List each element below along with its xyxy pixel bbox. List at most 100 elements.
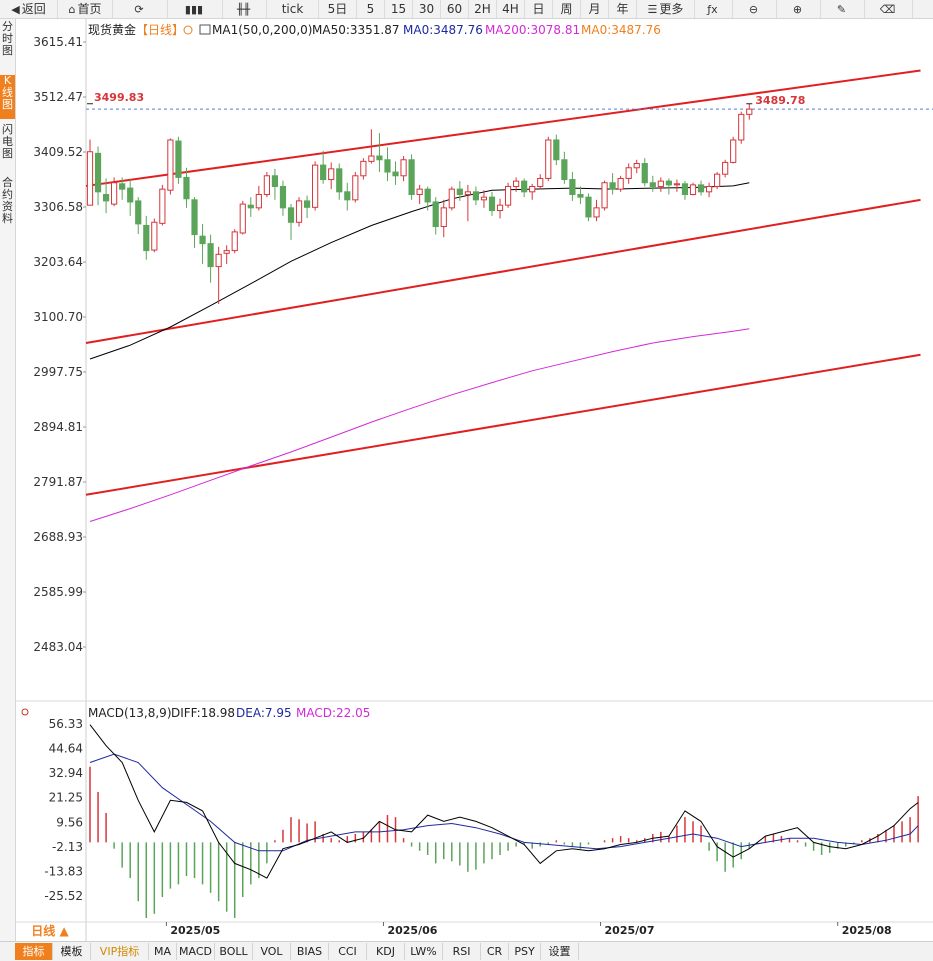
indicator-tab-9[interactable]: KDJ	[367, 943, 405, 960]
indicator-tab-10[interactable]: LW%	[405, 943, 443, 960]
toolbar-button-15[interactable]: 月	[581, 0, 609, 18]
zoom-in-button[interactable]: ⊕	[777, 0, 821, 18]
toolbar-button-8[interactable]: 15	[385, 0, 413, 18]
indicator-tab-6[interactable]: VOL	[253, 943, 291, 960]
indicator-tab-0[interactable]: 指标	[15, 943, 53, 960]
candle-body	[255, 193, 262, 209]
candle-body	[183, 176, 190, 200]
y-tick-label: 3203.64	[33, 255, 83, 269]
toolbar-button-14[interactable]: 周	[553, 0, 581, 18]
toolbar-button-12[interactable]: 4H	[497, 0, 525, 18]
toolbar-label: 更多	[659, 2, 684, 16]
candle-body	[416, 188, 423, 195]
last-price-label: 3489.78	[755, 94, 805, 107]
candle-body	[472, 191, 480, 201]
candle-body	[689, 184, 697, 195]
candle-body	[537, 177, 544, 187]
indicator-tab-13[interactable]: PSY	[509, 943, 541, 960]
draw-pen-button[interactable]: ✎	[821, 0, 865, 18]
sidebar-tab-timeshare[interactable]: 分 时 图	[2, 20, 13, 57]
ma50-value: MA50:3351.87	[312, 23, 400, 37]
toolbar-button-0[interactable]: ◀ 返回	[0, 0, 58, 18]
indicator-tab-3[interactable]: MA	[149, 943, 177, 960]
settings-circle-icon	[183, 25, 193, 35]
refresh-icon: ⟳	[134, 3, 144, 16]
candle-body	[135, 200, 142, 225]
candle-body	[295, 200, 303, 223]
candle-body	[86, 151, 94, 206]
ma0-value: MA0:3487.76	[403, 23, 483, 37]
candle-body	[705, 185, 713, 193]
candle-body	[609, 182, 616, 190]
indicator-tab-12[interactable]: CR	[481, 943, 509, 960]
candle-body	[151, 221, 158, 251]
candle-body	[641, 163, 648, 184]
trendline-0	[85, 69, 921, 187]
candle-body	[593, 207, 600, 218]
indicator-tab-2[interactable]: VIP指标	[91, 943, 149, 960]
toolbar-button-17[interactable]: ☰ 更多	[637, 0, 695, 18]
toolbar-button-5[interactable]: tick	[267, 0, 319, 18]
candle-body	[496, 204, 504, 212]
candlestick-button[interactable]: ╫╫	[223, 0, 267, 18]
eraser-button[interactable]: ⌫	[865, 0, 913, 18]
toolbar-button-11[interactable]: 2H	[469, 0, 497, 18]
candle-body	[111, 182, 118, 205]
candle-body	[368, 155, 375, 162]
candle-body	[207, 243, 214, 268]
candle-body	[424, 188, 431, 203]
toolbar-label: 首页	[77, 2, 102, 16]
y-tick-label: 3615.41	[33, 35, 83, 49]
toolbar-button-7[interactable]: 5	[357, 0, 385, 18]
candle-body	[649, 182, 656, 187]
y-tick-label: 2483.04	[33, 640, 83, 654]
y-tick-label: 3512.47	[33, 90, 83, 104]
sidebar-tab-kline[interactable]: K 线 图	[0, 75, 15, 119]
candle-body	[480, 196, 488, 201]
macd-dea-value: DEA:7.95	[236, 706, 292, 720]
candle-body	[625, 167, 632, 179]
candle-body	[94, 152, 102, 193]
candle-body	[279, 185, 287, 209]
refresh-button[interactable]: ⟳	[113, 0, 168, 18]
indicator-tab-14[interactable]: 设置	[541, 943, 579, 960]
toolbar-button-13[interactable]: 日	[525, 0, 553, 18]
candle-body	[673, 183, 681, 186]
toolbar-label: 5日	[327, 2, 348, 16]
y-tick-label: 2894.81	[33, 420, 83, 434]
candle-body	[681, 183, 689, 195]
toolbar-label: 30	[418, 2, 435, 16]
period-selector[interactable]: 日线 ▲	[31, 924, 69, 938]
toolbar-button-6[interactable]: 5日	[319, 0, 357, 18]
y-tick-label: 2585.99	[33, 585, 83, 599]
toolbar-button-9[interactable]: 30	[413, 0, 441, 18]
bar-chart-button[interactable]: ▮▮▮	[168, 0, 223, 18]
toolbar-label: 周	[560, 2, 573, 16]
indicator-tab-4[interactable]: MACD	[177, 943, 215, 960]
candle-body	[239, 203, 246, 234]
x-tick-label: 2025/05	[170, 924, 220, 937]
sidebar-tab-flash[interactable]: 闪 电 图	[2, 123, 13, 160]
indicator-tab-11[interactable]: RSI	[443, 943, 481, 960]
ma0-value-secondary: MA0:3487.76	[581, 23, 661, 37]
candle-body	[464, 191, 471, 195]
indicator-tab-8[interactable]: CCI	[329, 943, 367, 960]
candle-body	[167, 139, 174, 191]
candle-body	[504, 185, 512, 206]
macd-y-tick-label: 56.33	[49, 717, 83, 731]
sidebar-tab-contract-info[interactable]: 合 约 资 料	[2, 176, 13, 225]
candle-body	[545, 139, 552, 179]
indicator-tab-1[interactable]: 模板	[53, 943, 91, 960]
toolbar-button-1[interactable]: ⌂ 首页	[58, 0, 113, 18]
candle-body	[585, 196, 592, 218]
formula-button[interactable]: ƒx	[695, 0, 733, 18]
toolbar-button-10[interactable]: 60	[441, 0, 469, 18]
candle-body	[657, 180, 664, 187]
indicator-tab-5[interactable]: BOLL	[215, 943, 253, 960]
toolbar-button-16[interactable]: 年	[609, 0, 637, 18]
macd-y-tick-label: -13.83	[44, 864, 83, 878]
candle-body	[199, 235, 206, 245]
candle-body	[328, 168, 335, 181]
indicator-tab-7[interactable]: BIAS	[291, 943, 329, 960]
zoom-out-button[interactable]: ⊖	[733, 0, 777, 18]
